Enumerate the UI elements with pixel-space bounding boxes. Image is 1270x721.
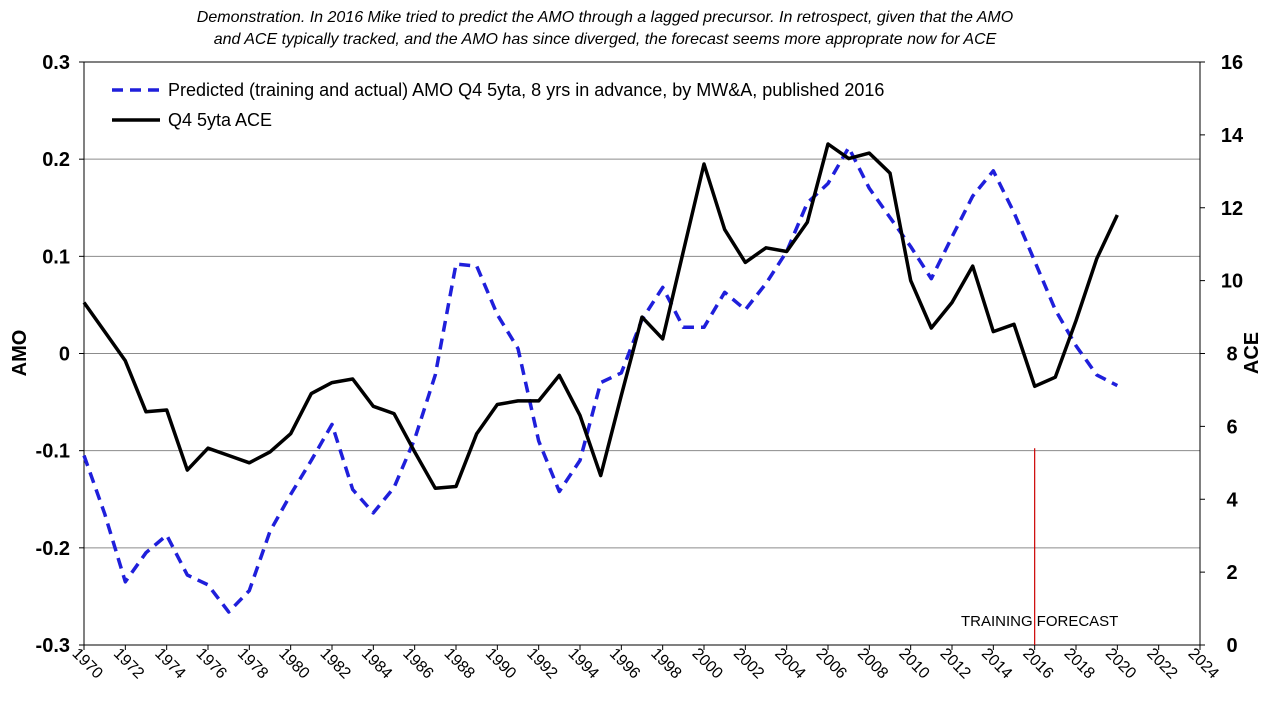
training-label: TRAINING [961, 613, 1033, 630]
right-tick-label: 10 [1221, 271, 1243, 293]
x-tick-label: 2012 [937, 645, 974, 682]
series-line-ace [82, 142, 1119, 491]
x-tick-label: 1990 [482, 645, 519, 682]
x-tick-label: 1984 [358, 645, 395, 682]
x-tick-label: 1992 [523, 645, 560, 682]
x-tick-label: 1972 [110, 645, 147, 682]
x-tick-label: 2002 [730, 645, 767, 682]
x-tick-label: 2008 [854, 645, 891, 682]
right-tick-label: 12 [1221, 198, 1243, 220]
x-tick-label: 2010 [895, 645, 932, 682]
x-tick-label: 2004 [771, 645, 808, 682]
x-tick-label: 1996 [606, 645, 643, 682]
x-tick-label: 2024 [1185, 645, 1222, 682]
left-axis-title: AMO [9, 330, 31, 377]
x-tick-label: 2016 [1019, 645, 1056, 682]
x-tick-label: 2006 [813, 645, 850, 682]
x-tick-label: 2014 [978, 645, 1015, 682]
left-tick-label: -0.1 [36, 441, 70, 463]
legend-label-amo: Predicted (training and actual) AMO Q4 5… [168, 80, 884, 100]
x-tick-label: 2018 [1061, 645, 1098, 682]
x-tick-label: 1986 [399, 645, 436, 682]
x-axis-ticks: 1970 1972 1974 1976 1978 1980 1982 1984 1986 1988… [69, 645, 1222, 682]
x-tick-label: 1994 [565, 645, 602, 682]
chart-title-line-1: Demonstration. In 2016 Mike tried to pre… [197, 9, 1013, 26]
right-tick-label: 8 [1226, 344, 1237, 366]
left-tick-label: 0.2 [42, 149, 70, 171]
chart-title-line-2: and ACE typically tracked, and the AMO h… [214, 31, 997, 48]
x-tick-label: 1976 [193, 645, 230, 682]
x-tick-label: 2000 [689, 645, 726, 682]
right-tick-label: 2 [1226, 562, 1237, 584]
series-line-amo [82, 145, 1119, 614]
x-tick-label: 1988 [441, 645, 478, 682]
forecast-label: FORECAST [1037, 613, 1119, 630]
left-tick-label: 0.3 [42, 52, 70, 74]
x-tick-label: 1982 [317, 645, 354, 682]
x-tick-label: 1974 [151, 645, 188, 682]
right-axis-ticks: 16 14 12 10 8 6 4 2 0 [1200, 52, 1244, 657]
left-tick-label: 0 [59, 344, 70, 366]
left-tick-label: 0.1 [42, 246, 70, 268]
right-tick-label: 0 [1226, 635, 1237, 657]
legend-label-ace: Q4 5yta ACE [168, 110, 272, 130]
series-layer [82, 142, 1119, 614]
right-tick-label: 6 [1226, 416, 1237, 438]
left-axis-ticks: 0.3 0.2 0.1 0 -0.1 -0.2 -0.3 [36, 52, 84, 657]
right-axis-title: ACE [1241, 332, 1263, 374]
x-tick-label: 1970 [69, 645, 106, 682]
left-tick-label: -0.3 [36, 635, 70, 657]
left-tick-label: -0.2 [36, 538, 70, 560]
x-tick-label: 1998 [647, 645, 684, 682]
right-tick-label: 14 [1221, 125, 1244, 147]
legend: Predicted (training and actual) AMO Q4 5… [112, 80, 884, 130]
x-tick-label: 1978 [234, 645, 271, 682]
x-tick-label: 2020 [1102, 645, 1139, 682]
right-tick-label: 16 [1221, 52, 1243, 74]
x-tick-label: 2022 [1143, 645, 1180, 682]
x-tick-label: 1980 [275, 645, 312, 682]
right-tick-label: 4 [1226, 489, 1238, 511]
grid-lines [84, 61, 1200, 646]
